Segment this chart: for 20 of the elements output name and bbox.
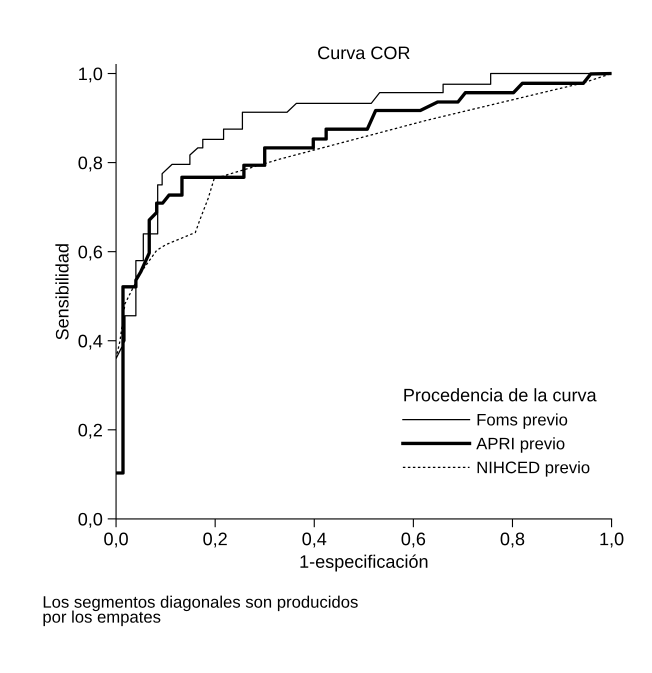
x-tick-label: 0,8 [500, 532, 524, 548]
x-tick-label: 0,4 [302, 532, 326, 548]
y-tick-label: 0,4 [78, 334, 102, 350]
chart-title: Curva COR [318, 46, 410, 60]
y-tick-label: 0,6 [78, 246, 102, 261]
x-tick-label: 0,2 [203, 532, 227, 548]
x-tick-label: 1,0 [600, 532, 624, 548]
y-tick-label: 0,0 [78, 512, 102, 528]
y-tick-label: 0,8 [78, 156, 102, 172]
x-tick-label: 0,0 [104, 532, 128, 548]
legend-label: Foms previo [478, 413, 568, 429]
y-tick-label: 1,0 [79, 67, 102, 82]
y-axis-title: Sensibilidad [55, 244, 69, 340]
text: Los segmentos diagonales son producidos por los empates [43, 596, 358, 626]
legend-label: APRI previo [476, 437, 564, 453]
legend-label: NIHCED previo [478, 461, 590, 477]
x-tick-label: 0,6 [402, 532, 426, 548]
legend-title: Procedencia de la curva [404, 388, 597, 402]
y-tick-label: 0,2 [78, 424, 102, 439]
x-axis-title: 1-especificación [300, 554, 428, 572]
